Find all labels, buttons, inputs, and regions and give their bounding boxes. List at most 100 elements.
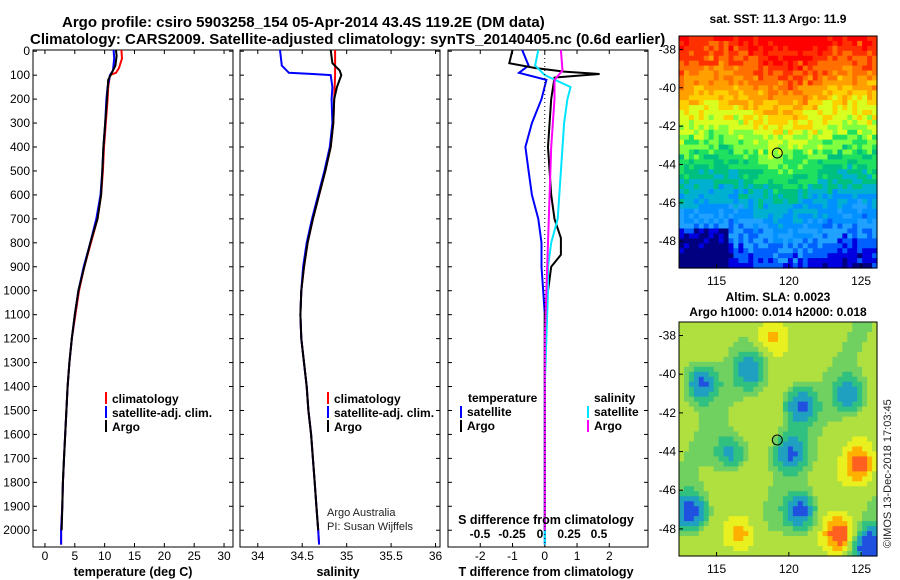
map-cell — [679, 124, 685, 131]
map-cell — [847, 95, 853, 101]
map-cell — [723, 258, 730, 264]
x-tick-label: 2 — [606, 549, 613, 563]
map-cell — [852, 451, 858, 458]
map-cell — [679, 541, 685, 547]
map-cell — [817, 189, 824, 195]
map-cell — [763, 55, 769, 62]
lat-tick-label: -48 — [659, 234, 677, 248]
map-cell — [837, 238, 843, 244]
map-cell — [778, 526, 784, 532]
map-cell — [693, 154, 700, 161]
map-cell — [872, 90, 878, 96]
lat-tick-label: -46 — [659, 196, 677, 210]
map-cell — [703, 85, 710, 91]
map-cell — [763, 526, 769, 532]
map-cell — [867, 381, 873, 388]
map-cell — [827, 521, 834, 527]
map-cell — [738, 426, 744, 433]
map-cell — [797, 461, 804, 467]
map-cell — [708, 456, 715, 463]
map-cell — [743, 95, 749, 101]
sla-profile-location-marker — [771, 434, 783, 446]
map-cell — [832, 184, 838, 190]
map-cell — [802, 134, 809, 141]
map-cell — [807, 376, 814, 383]
map-cell — [758, 421, 764, 428]
map-cell — [792, 124, 799, 131]
map-cell — [683, 371, 690, 378]
map-cell — [872, 193, 878, 200]
map-cell — [862, 149, 868, 156]
map-cell — [768, 336, 774, 343]
map-cell — [862, 531, 868, 537]
map-cell — [787, 511, 794, 517]
map-cell — [698, 40, 705, 47]
map-cell — [733, 70, 739, 77]
map-cell — [708, 40, 715, 47]
map-cell — [688, 516, 695, 522]
map-cell — [842, 426, 848, 433]
map-cell — [778, 263, 784, 269]
map-cell — [857, 263, 863, 269]
map-cell — [792, 506, 799, 512]
map-cell — [738, 198, 744, 205]
map-cell — [698, 85, 705, 91]
map-cell — [748, 322, 754, 328]
map-cell — [832, 346, 838, 353]
map-cell — [832, 149, 838, 156]
map-cell — [872, 516, 878, 522]
map-cell — [733, 114, 739, 121]
map-cell — [713, 198, 720, 205]
map-cell — [723, 179, 730, 185]
map-cell — [688, 501, 695, 507]
map-cell — [797, 486, 804, 492]
map-cell — [713, 461, 720, 467]
map-cell — [852, 431, 858, 438]
map-cell — [857, 129, 863, 136]
map-cell — [748, 356, 754, 363]
map-cell — [748, 45, 754, 52]
map-cell — [773, 456, 779, 463]
map-cell — [738, 391, 744, 398]
map-cell — [832, 521, 838, 527]
map-cell — [723, 119, 730, 126]
map-cell — [852, 486, 858, 492]
map-cell — [718, 406, 725, 413]
map-cell — [817, 134, 824, 141]
map-cell — [862, 541, 868, 547]
map-cell — [787, 541, 794, 547]
map-cell — [683, 496, 690, 502]
map-cell — [822, 149, 829, 156]
map-cell — [837, 169, 843, 175]
map-cell — [782, 346, 789, 353]
map-cell — [743, 144, 749, 151]
map-cell — [768, 516, 774, 522]
map-cell — [812, 228, 819, 235]
map-cell — [703, 263, 710, 269]
map-cell — [812, 441, 819, 448]
map-cell — [782, 203, 789, 210]
map-cell — [738, 149, 744, 156]
map-cell — [708, 228, 715, 235]
map-cell — [723, 336, 730, 343]
lat-tick-label: -40 — [659, 81, 677, 95]
map-cell — [847, 129, 853, 136]
map-cell — [807, 361, 814, 368]
map-cell — [733, 80, 739, 86]
map-cell — [703, 411, 710, 418]
map-cell — [748, 531, 754, 537]
map-cell — [733, 401, 739, 408]
map-cell — [797, 386, 804, 393]
map-cell — [773, 341, 779, 348]
map-cell — [822, 70, 829, 77]
map-cell — [842, 322, 848, 328]
map-cell — [773, 391, 779, 398]
map-cell — [703, 322, 710, 328]
map-cell — [713, 228, 720, 235]
map-cell — [748, 198, 754, 205]
map-cell — [807, 426, 814, 433]
map-cell — [778, 134, 784, 141]
map-cell — [867, 436, 873, 443]
map-cell — [698, 326, 705, 333]
map-cell — [679, 391, 685, 398]
